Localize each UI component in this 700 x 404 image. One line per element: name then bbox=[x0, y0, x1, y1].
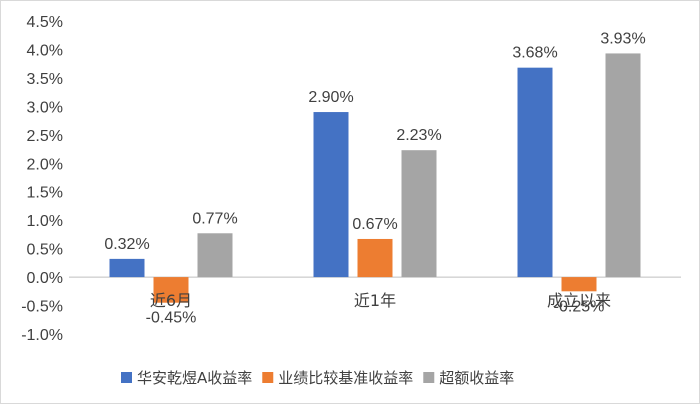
data-label: 2.90% bbox=[308, 89, 353, 106]
data-label: -0.45% bbox=[146, 310, 197, 327]
legend-label: 华安乾煜A收益率 bbox=[137, 369, 252, 387]
y-tick-label: 0.5% bbox=[27, 242, 63, 259]
y-tick-label: -0.5% bbox=[21, 299, 63, 316]
bars bbox=[109, 53, 641, 303]
data-label: 0.67% bbox=[352, 216, 397, 233]
y-tick-label: 4.0% bbox=[27, 42, 63, 59]
legend: 华安乾煜A收益率 业绩比较基准收益率 超额收益率 bbox=[121, 369, 514, 387]
y-tick-label: 2.5% bbox=[27, 128, 63, 145]
bar bbox=[197, 233, 233, 278]
y-tick-label: -1.0% bbox=[21, 327, 63, 344]
bar bbox=[517, 67, 553, 278]
bar bbox=[153, 277, 189, 303]
bar bbox=[357, 238, 393, 278]
category-label: 近6月 bbox=[150, 291, 192, 310]
category-label: 近1年 bbox=[354, 291, 396, 310]
data-labels: 0.32% -0.45% 0.77% 2.90% 0.67% 2.23% 3.68% -0.2… bbox=[104, 30, 645, 326]
bar bbox=[401, 150, 437, 278]
bar bbox=[561, 277, 597, 292]
data-label: -0.25% bbox=[554, 298, 605, 315]
category-label: 成立以来 bbox=[547, 291, 611, 310]
bar bbox=[313, 112, 349, 278]
legend-swatch bbox=[121, 372, 132, 383]
y-tick-label: 3.0% bbox=[27, 99, 63, 116]
x-axis-category-labels: 近6月 近1年 成立以来 bbox=[150, 291, 611, 310]
legend-swatch bbox=[262, 372, 274, 383]
bar bbox=[109, 258, 145, 278]
legend-swatch bbox=[423, 372, 435, 383]
data-label: 0.77% bbox=[192, 210, 237, 227]
legend-label: 业绩比较基准收益率 bbox=[278, 369, 413, 387]
y-tick-label: 4.5% bbox=[27, 14, 63, 31]
y-axis: -1.0% -0.5% 0.0% 0.5% 1.0% 1.5% 2.0% 2.5% 3.0% 3.… bbox=[21, 14, 63, 344]
y-tick-label: 1.5% bbox=[27, 185, 63, 202]
y-tick-label: 3.5% bbox=[27, 71, 63, 88]
data-label: 3.93% bbox=[600, 30, 645, 47]
y-tick-label: 1.0% bbox=[27, 213, 63, 230]
data-label: 2.23% bbox=[396, 127, 441, 144]
y-tick-label: 0.0% bbox=[27, 270, 63, 287]
bar bbox=[605, 53, 641, 278]
legend-label: 超额收益率 bbox=[439, 369, 514, 387]
y-tick-label: 2.0% bbox=[27, 156, 63, 173]
data-label: 0.32% bbox=[104, 236, 149, 253]
data-label: 3.68% bbox=[512, 45, 557, 62]
